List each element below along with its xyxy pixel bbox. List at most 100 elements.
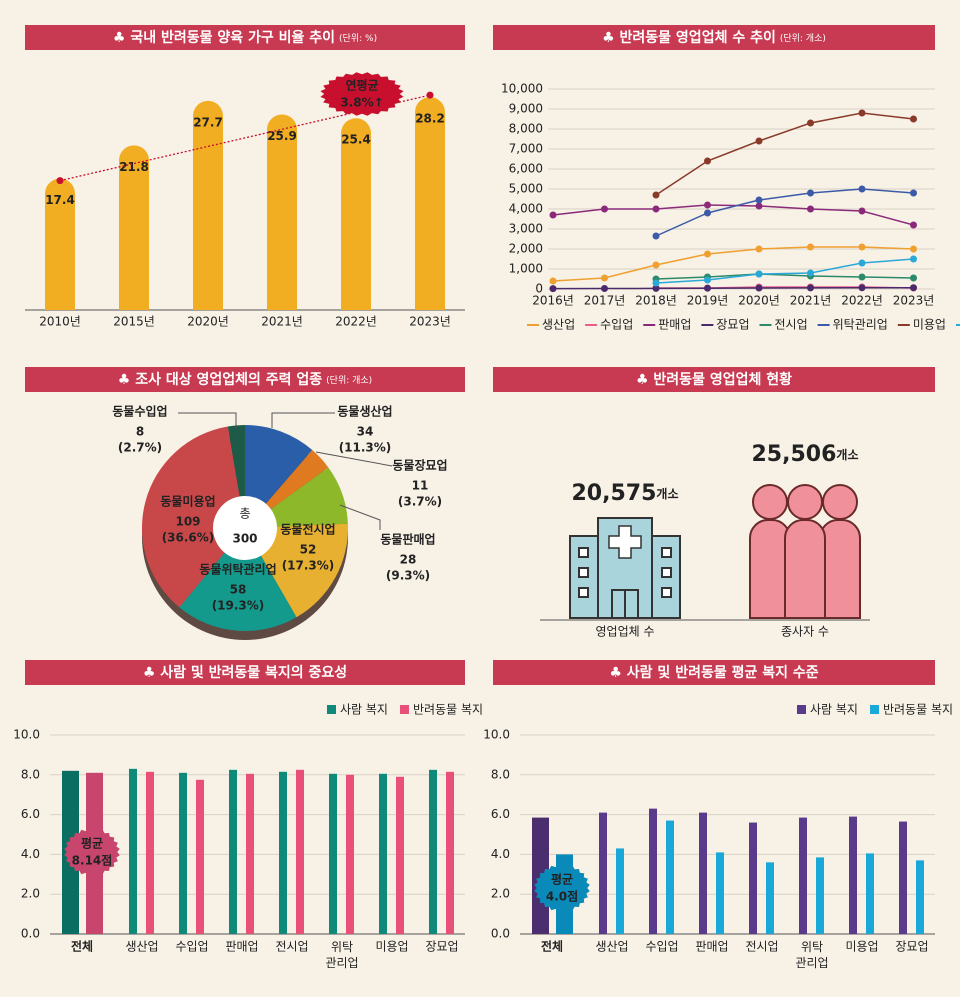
point [549,211,557,219]
legend-label: 위탁관리업 [833,318,888,332]
pie-slice [260,523,349,618]
pie-slice [245,425,313,506]
point [755,270,763,278]
x-tick-label: 2023년 [893,294,935,308]
x-tick-label: 2019년 [687,294,729,308]
annotation: 8.14점 [72,853,113,868]
y-tick-label: 0.0 [491,927,510,941]
x-tick-label: 미용업 [845,940,878,954]
legend-label: 수입업 [600,318,633,332]
y-tick-label: 2.0 [491,887,510,901]
slice-label: 동물미용업 [160,494,215,509]
x-tick-label: 2021년 [261,315,303,329]
series-line [552,286,914,290]
y-tick-label: 3,000 [509,222,543,236]
x-tick-label: 2018년 [635,294,677,308]
x-tick-label: 판매업 [695,940,728,954]
people-icon [749,484,861,619]
slice-label: 동물위탁관리업 [199,562,276,577]
point [910,284,917,292]
annotation-badge [64,828,120,876]
point [858,109,866,117]
series-line [655,188,914,237]
point [807,189,814,197]
x-tick-label: 전체 [541,939,563,954]
panel-title: ♣ 사람 및 반려동물 복지의 중요성 [143,664,347,681]
title: ♣ 반려동물 영업업체 현황 [636,371,792,388]
bar [415,97,445,311]
bar [193,100,223,310]
y-tick-label: 6.0 [491,807,510,821]
leader-line [271,412,335,428]
subtitle: (단위: %) [339,33,377,44]
stat-label: 영업업체 수 [595,625,654,639]
legend-label: 장묘업 [716,318,749,332]
annotation-badge [320,72,404,116]
panel-header [25,25,465,50]
panel-title: ♣ 국내 반려동물 양육 가구 비율 추이 (단위: %) [113,29,377,46]
pie-slice [269,467,348,527]
bar [749,822,757,934]
annotation: 평균 [81,837,103,851]
legend-swatch [399,705,409,714]
bar [346,774,354,934]
title: ♣ 조사 대상 영업업체의 주력 업종 [118,371,322,388]
slice-percent: (17.3%) [282,559,335,573]
title: ♣ 국내 반려동물 양육 가구 비율 추이 [113,29,335,46]
legend-swatch [869,705,879,714]
leader-line [178,412,237,428]
point [704,250,711,258]
building-icon [569,517,681,619]
slice-percent: (19.3%) [212,599,265,613]
subtitle: (단위: 개소) [780,33,826,44]
panel-title: ♣ 사람 및 반려동물 평균 복지 수준 [609,664,818,681]
slice-label: 동물장묘업 [392,459,447,473]
pie-slice [179,551,297,631]
y-tick-label: 6.0 [21,807,40,821]
stat-value: 25,506개소 [752,442,859,467]
bar [196,779,204,934]
slice-value: 52 [300,543,317,557]
y-tick-label: 8.0 [21,767,40,781]
series-line [655,258,914,284]
stat-number: 25,506 [752,442,837,467]
slice-value: 11 [412,479,429,493]
point [807,284,814,292]
point [601,274,608,282]
x-tick-label: 수입업 [175,940,208,954]
value-label: 17.4 [45,193,75,207]
bar [616,848,624,934]
slice-value: 109 [175,515,200,529]
slice-value: 34 [357,425,374,439]
x-tick-label: 2021년 [790,294,832,308]
x-tick-label: 생산업 [595,940,628,954]
y-tick-label: 8.0 [491,767,510,781]
legend-swatch [327,705,336,714]
point [858,284,866,292]
x-tick-label: 위탁 관리업 [325,940,358,970]
x-tick-label: 장묘업 [895,940,928,954]
point [858,207,866,215]
point [807,269,814,277]
bar [296,769,304,934]
bar [666,820,674,934]
x-tick-label: 2022년 [335,315,377,329]
point [755,245,763,253]
x-tick-label: 수입업 [645,940,678,954]
x-tick-label: 장묘업 [425,940,458,954]
bar [816,857,824,934]
legend-label: 반려동물 복지 [883,703,953,717]
point [704,157,711,165]
stat-label: 종사자 수 [781,625,829,639]
bar [799,817,807,934]
panel-title: ♣ 조사 대상 영업업체의 주력 업종 (단위: 개소) [118,371,372,388]
title: ♣ 사람 및 반려동물 평균 복지 수준 [609,664,818,681]
legend-label: 생산업 [542,318,575,332]
bar [119,145,149,310]
legend-label: 사람 복지 [810,703,858,717]
point [910,115,917,123]
slice-label: 동물수입업 [112,405,167,419]
slice-value: 8 [136,425,144,439]
x-tick-label: 전시업 [275,940,308,954]
point [755,196,763,204]
